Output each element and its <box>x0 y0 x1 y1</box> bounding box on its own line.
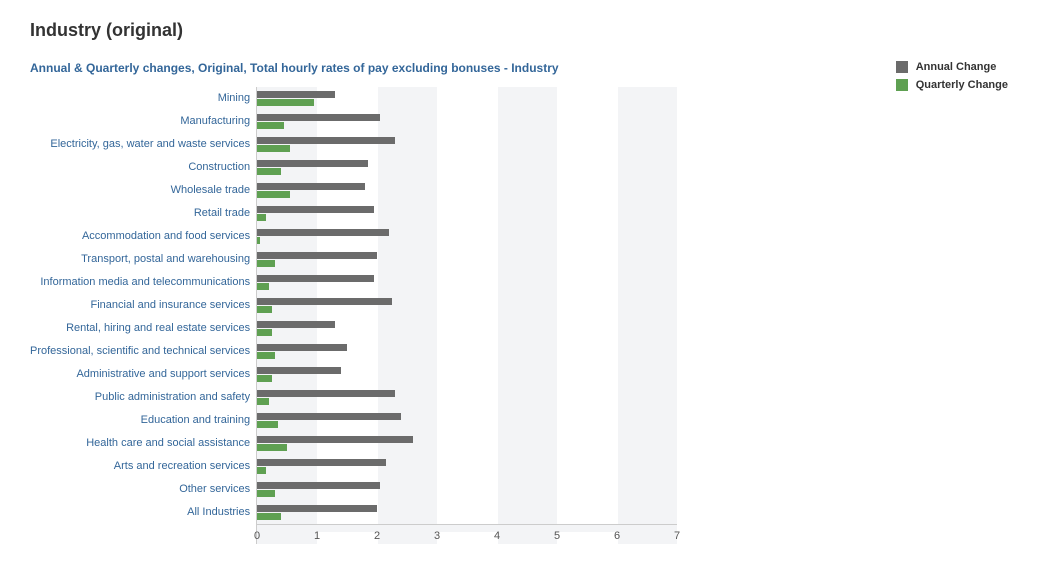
quarterly-bar <box>257 375 272 382</box>
chart-container: Annual & Quarterly changes, Original, To… <box>30 61 1008 544</box>
quarterly-bar <box>257 421 278 428</box>
bar-row <box>257 363 676 386</box>
category-label: Rental, hiring and real estate services <box>30 317 250 340</box>
y-axis-labels: MiningManufacturingElectricity, gas, wat… <box>30 87 256 544</box>
quarterly-bar <box>257 122 284 129</box>
bar-rows <box>257 87 676 524</box>
quarterly-bar <box>257 99 314 106</box>
quarterly-bar <box>257 398 269 405</box>
annual-bar <box>257 114 380 121</box>
x-tick: 1 <box>314 530 320 542</box>
annual-bar <box>257 206 374 213</box>
category-label: Construction <box>30 156 250 179</box>
quarterly-bar <box>257 467 266 474</box>
category-label: Other services <box>30 478 250 501</box>
quarterly-bar <box>257 145 290 152</box>
x-tick: 0 <box>254 530 260 542</box>
category-label: Arts and recreation services <box>30 455 250 478</box>
bar-row <box>257 386 676 409</box>
quarterly-bar <box>257 283 269 290</box>
quarterly-bar <box>257 237 260 244</box>
quarterly-bar <box>257 352 275 359</box>
category-label: Financial and insurance services <box>30 294 250 317</box>
category-label: Professional, scientific and technical s… <box>30 340 250 363</box>
bar-row <box>257 110 676 133</box>
annual-bar <box>257 160 368 167</box>
bar-row <box>257 133 676 156</box>
category-label: Accommodation and food services <box>30 225 250 248</box>
quarterly-bar <box>257 444 287 451</box>
x-tick: 6 <box>614 530 620 542</box>
annual-bar <box>257 229 389 236</box>
category-label: Retail trade <box>30 202 250 225</box>
annual-bar <box>257 482 380 489</box>
legend-swatch <box>896 61 908 73</box>
legend-item: Quarterly Change <box>896 79 1008 91</box>
x-tick: 7 <box>674 530 680 542</box>
bar-row <box>257 340 676 363</box>
bar-row <box>257 455 676 478</box>
bar-row <box>257 409 676 432</box>
bar-row <box>257 225 676 248</box>
quarterly-bar <box>257 191 290 198</box>
annual-bar <box>257 137 395 144</box>
annual-bar <box>257 91 335 98</box>
category-label: Education and training <box>30 409 250 432</box>
quarterly-bar <box>257 168 281 175</box>
annual-bar <box>257 459 386 466</box>
category-label: Manufacturing <box>30 110 250 133</box>
quarterly-bar <box>257 260 275 267</box>
bar-row <box>257 156 676 179</box>
annual-bar <box>257 413 401 420</box>
bar-row <box>257 432 676 455</box>
annual-bar <box>257 183 365 190</box>
bar-row <box>257 179 676 202</box>
category-label: Mining <box>30 87 250 110</box>
legend: Annual Change Quarterly Change <box>896 61 1008 97</box>
gridline <box>677 87 678 544</box>
legend-label: Annual Change <box>916 61 997 73</box>
annual-bar <box>257 390 395 397</box>
quarterly-bar <box>257 214 266 221</box>
annual-bar <box>257 252 377 259</box>
annual-bar <box>257 367 341 374</box>
bar-row <box>257 271 676 294</box>
x-tick: 4 <box>494 530 500 542</box>
category-label: Public administration and safety <box>30 386 250 409</box>
bar-row <box>257 294 676 317</box>
quarterly-bar <box>257 490 275 497</box>
x-tick: 5 <box>554 530 560 542</box>
category-label: Wholesale trade <box>30 179 250 202</box>
category-label: Information media and telecommunications <box>30 271 250 294</box>
category-label: Transport, postal and warehousing <box>30 248 250 271</box>
quarterly-bar <box>257 329 272 336</box>
category-label: All Industries <box>30 501 250 524</box>
annual-bar <box>257 505 377 512</box>
bar-row <box>257 317 676 340</box>
chart-title: Annual & Quarterly changes, Original, To… <box>30 61 1008 75</box>
quarterly-bar <box>257 513 281 520</box>
annual-bar <box>257 275 374 282</box>
annual-bar <box>257 298 392 305</box>
x-tick: 2 <box>374 530 380 542</box>
legend-label: Quarterly Change <box>916 79 1008 91</box>
page-title: Industry (original) <box>30 20 1008 41</box>
bar-row <box>257 202 676 225</box>
legend-item: Annual Change <box>896 61 1008 73</box>
bar-row <box>257 478 676 501</box>
category-label: Administrative and support services <box>30 363 250 386</box>
category-label: Electricity, gas, water and waste servic… <box>30 133 250 156</box>
bar-row <box>257 87 676 110</box>
category-label: Health care and social assistance <box>30 432 250 455</box>
annual-bar <box>257 321 335 328</box>
x-axis: 0 1 2 3 4 5 6 7 <box>257 524 677 544</box>
bar-row <box>257 248 676 271</box>
annual-bar <box>257 344 347 351</box>
quarterly-bar <box>257 306 272 313</box>
legend-swatch <box>896 79 908 91</box>
x-tick: 3 <box>434 530 440 542</box>
annual-bar <box>257 436 413 443</box>
plot-area: 01234567 <box>256 87 676 544</box>
bar-row <box>257 501 676 524</box>
